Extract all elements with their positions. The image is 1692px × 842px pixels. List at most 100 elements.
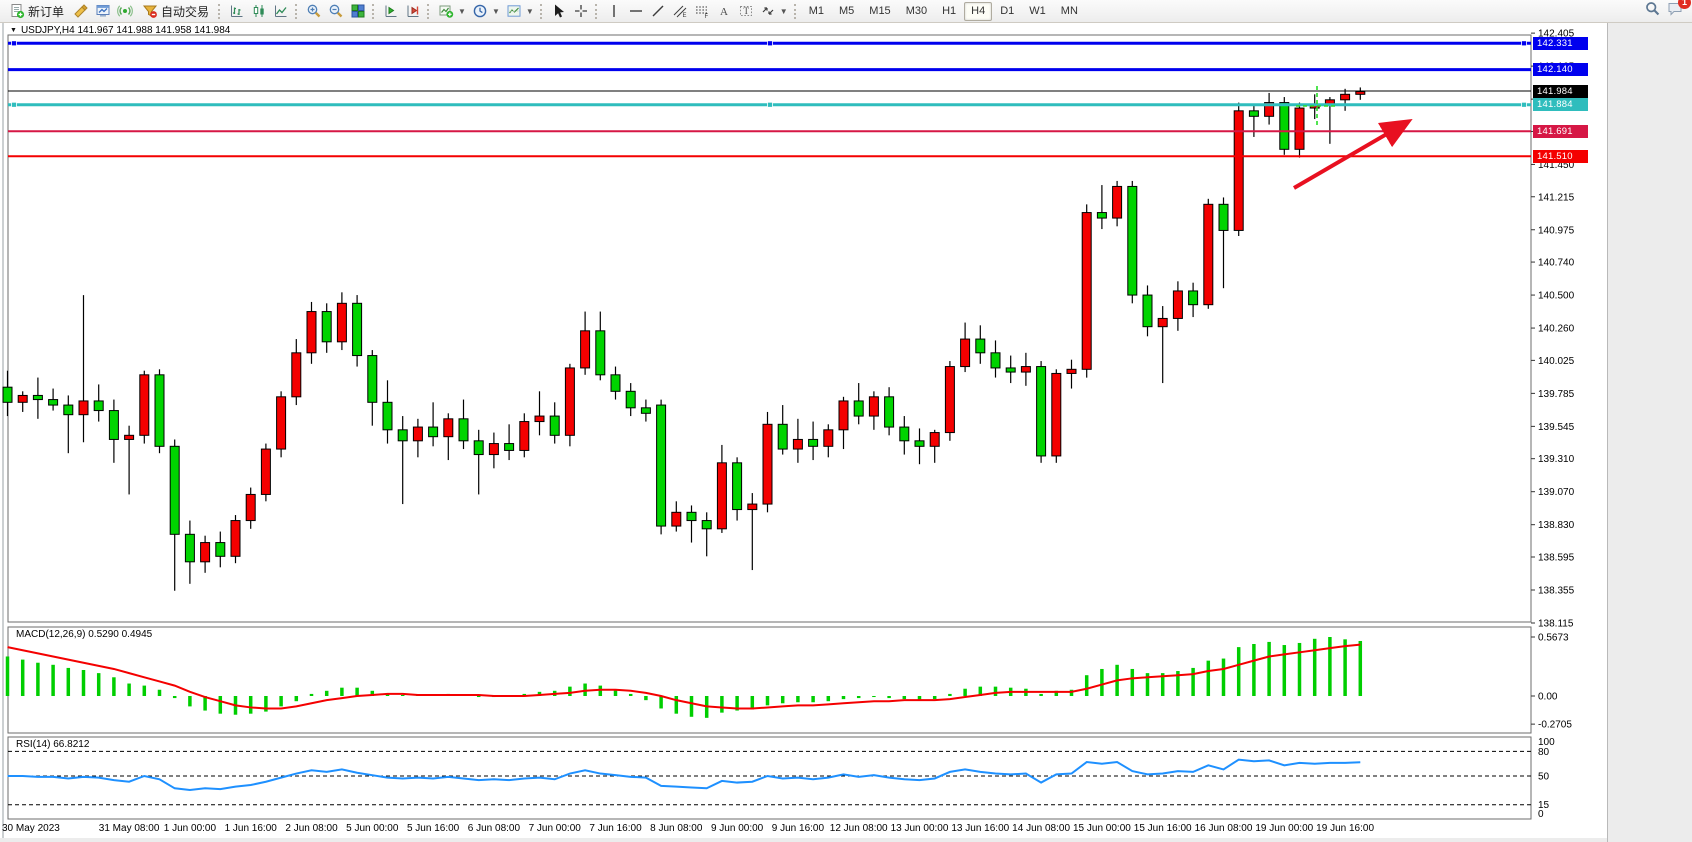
chart-shift-button[interactable] [402,1,424,21]
notifications-button[interactable]: 1 [1667,0,1691,22]
candle-body [458,418,469,442]
time-axis-label[interactable]: 15 Jun 00:00 [1073,823,1131,834]
trendline-button[interactable] [647,1,669,21]
new-order-button[interactable]: 新订单 [3,1,70,21]
chart-menu-icon[interactable]: ▼ [10,27,17,34]
price-tick-label[interactable]: 139.310 [1538,454,1575,465]
price-tick-label[interactable]: 141.215 [1538,192,1575,203]
line-handle[interactable] [767,40,773,47]
price-tick-label[interactable]: 138.830 [1538,520,1575,531]
search-icon[interactable] [1644,0,1661,22]
svg-text:F: F [704,14,708,19]
line-handle[interactable] [11,101,17,108]
price-tick-label[interactable]: 140.260 [1538,324,1575,335]
price-tick-label[interactable]: 139.070 [1538,487,1575,498]
macd-pane[interactable] [7,626,1532,734]
indicators-button[interactable]: ▼ [435,1,469,21]
time-axis-label[interactable]: 31 May 08:00 [99,823,160,834]
auto-scroll-button[interactable] [380,1,402,21]
rsi-pane[interactable] [7,736,1532,820]
price-tick-label[interactable]: 139.785 [1538,389,1575,400]
zoom-out-icon [328,3,344,19]
price-tick-label[interactable]: 140.500 [1538,291,1575,302]
timeframe-button-mn[interactable]: MN [1054,2,1085,21]
line-handle[interactable] [11,40,17,47]
trend-arrow[interactable] [1292,118,1413,190]
time-axis-label[interactable]: 12 Jun 08:00 [830,823,888,834]
timeframe-button-m15[interactable]: M15 [862,2,897,21]
signals-button[interactable] [114,1,136,21]
bar-chart-button[interactable] [226,1,248,21]
price-tick-label[interactable]: 138.355 [1538,586,1575,597]
chart-profile-button[interactable] [92,1,114,21]
time-axis-label[interactable]: 7 Jun 16:00 [589,823,642,834]
periods-button[interactable]: ▼ [469,1,503,21]
price-tick-label[interactable]: 138.115 [1538,619,1574,630]
horizontal-line-button[interactable] [625,1,647,21]
fibonacci-button[interactable]: F [691,1,713,21]
time-axis-label[interactable]: 9 Jun 16:00 [772,823,825,834]
shapes-button[interactable]: ▼ [757,1,791,21]
time-axis-label[interactable]: 19 Jun 00:00 [1255,823,1313,834]
timeframe-button-h4[interactable]: H4 [964,1,993,21]
time-axis-label[interactable]: 1 Jun 16:00 [225,823,278,834]
time-axis-label[interactable]: 19 Jun 16:00 [1316,823,1374,834]
line-handle[interactable] [1521,101,1527,108]
time-axis-label[interactable]: 7 Jun 00:00 [529,823,582,834]
time-axis-label[interactable]: 15 Jun 16:00 [1134,823,1192,834]
cursor-button[interactable] [548,1,570,21]
crosshair-button[interactable] [570,1,592,21]
price-tick-label[interactable]: 140.025 [1538,356,1575,367]
timeframe-button-w1[interactable]: W1 [1022,2,1053,21]
auto-trading-button[interactable]: 自动交易 [136,1,215,21]
candle-body [169,445,180,535]
time-axis-label[interactable]: 14 Jun 08:00 [1012,823,1070,834]
time-axis-label[interactable]: 9 Jun 00:00 [711,823,764,834]
templates-button[interactable]: ▼ [503,1,537,21]
time-axis-label[interactable]: 13 Jun 00:00 [891,823,949,834]
candle [990,340,1001,378]
candle-body [762,423,773,505]
timeframe-button-h1[interactable]: H1 [935,2,963,21]
price-tick-label[interactable]: 140.975 [1538,225,1575,236]
candlestick-chart-button[interactable] [248,1,270,21]
price-tick-label[interactable]: 142.405 [1538,29,1575,40]
dropdown-caret: ▼ [491,6,500,16]
candle [1172,281,1183,331]
timeframe-button-d1[interactable]: D1 [993,2,1021,21]
price-tick-label[interactable]: 138.595 [1538,553,1575,564]
time-axis-label[interactable]: 6 Jun 08:00 [468,823,521,834]
price-tick-label[interactable]: 139.545 [1538,422,1575,433]
time-axis-label[interactable]: 1 Jun 00:00 [164,823,217,834]
zoom-out-button[interactable] [325,1,347,21]
tile-windows-button[interactable] [347,1,369,21]
price-tick-label[interactable]: 141.450 [1538,160,1575,171]
time-axis-label[interactable]: 5 Jun 00:00 [346,823,399,834]
time-axis-label[interactable]: 13 Jun 16:00 [951,823,1009,834]
channel-button[interactable]: E [669,1,691,21]
svg-text:A: A [720,6,728,18]
timeframe-button-m1[interactable]: M1 [802,2,831,21]
time-axis-label[interactable]: 5 Jun 16:00 [407,823,460,834]
line-chart-button[interactable] [270,1,292,21]
toolbar-separator [218,3,223,19]
timeframe-button-m30[interactable]: M30 [899,2,934,21]
line-handle[interactable] [767,101,773,108]
time-axis-label[interactable]: 8 Jun 08:00 [650,823,703,834]
candle [868,391,879,430]
candle-body [595,330,606,376]
vertical-line-button[interactable] [603,1,625,21]
styler-button[interactable] [70,1,92,21]
candle-body [960,338,971,368]
text-label-button[interactable]: T [735,1,757,21]
line-handle[interactable] [1521,40,1527,47]
time-axis-label[interactable]: 2 Jun 08:00 [285,823,338,834]
time-axis-label[interactable]: 16 Jun 08:00 [1195,823,1253,834]
text-button[interactable]: A [713,1,735,21]
chart-canvas[interactable]: 142.405142.165141.925141.690141.450141.2… [0,23,1692,842]
price-tick-label[interactable]: 140.740 [1538,258,1575,269]
zoom-in-button[interactable] [303,1,325,21]
timeframe-button-m5[interactable]: M5 [832,2,861,21]
main-pane[interactable] [7,34,1532,623]
time-axis-label[interactable]: 30 May 2023 [2,823,60,834]
